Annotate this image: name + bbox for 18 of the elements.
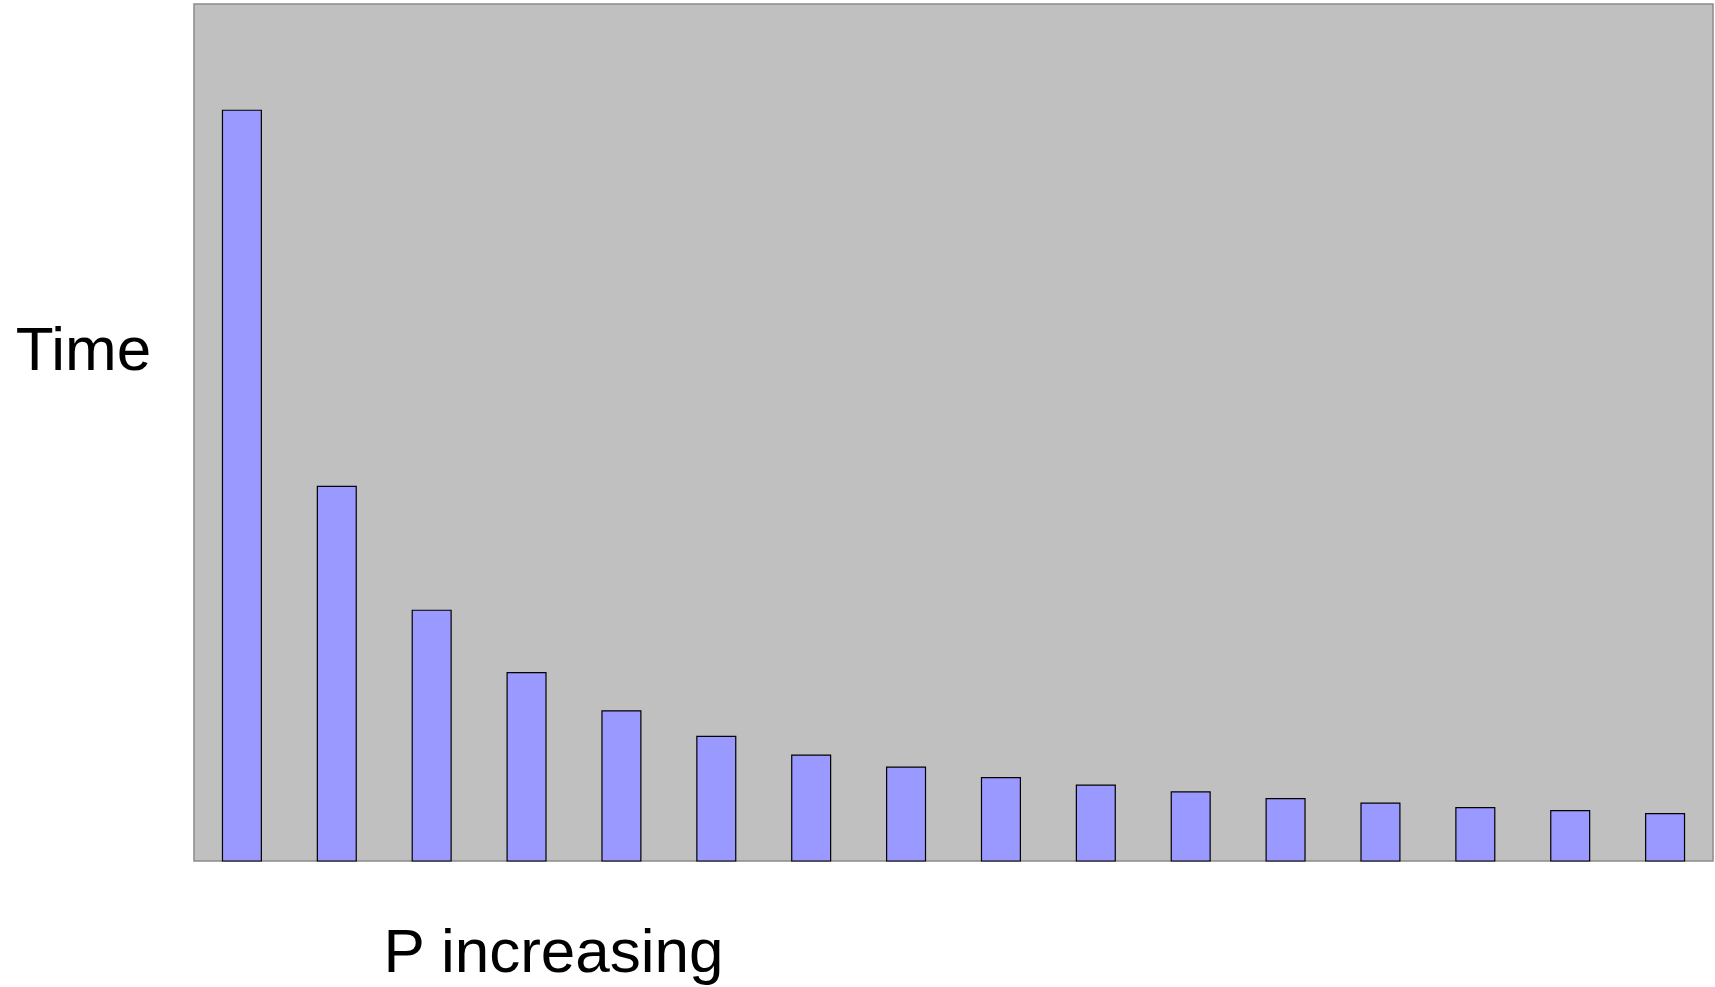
x-axis-title: P increasing: [383, 915, 724, 985]
bar: [696, 735, 737, 862]
bar: [411, 609, 452, 862]
bar: [980, 777, 1021, 862]
bar: [791, 754, 832, 862]
bar: [1645, 813, 1686, 862]
y-axis-title: Time: [15, 313, 152, 383]
bar: [1075, 784, 1116, 862]
bar: [1550, 810, 1591, 862]
bar: [1265, 798, 1306, 862]
bar: [1360, 802, 1401, 862]
bar: [601, 710, 642, 862]
bar: [221, 109, 262, 862]
bar: [886, 766, 927, 862]
bar: [1455, 807, 1496, 862]
bar: [1170, 791, 1211, 862]
bar: [506, 671, 547, 862]
bar: [316, 485, 357, 862]
